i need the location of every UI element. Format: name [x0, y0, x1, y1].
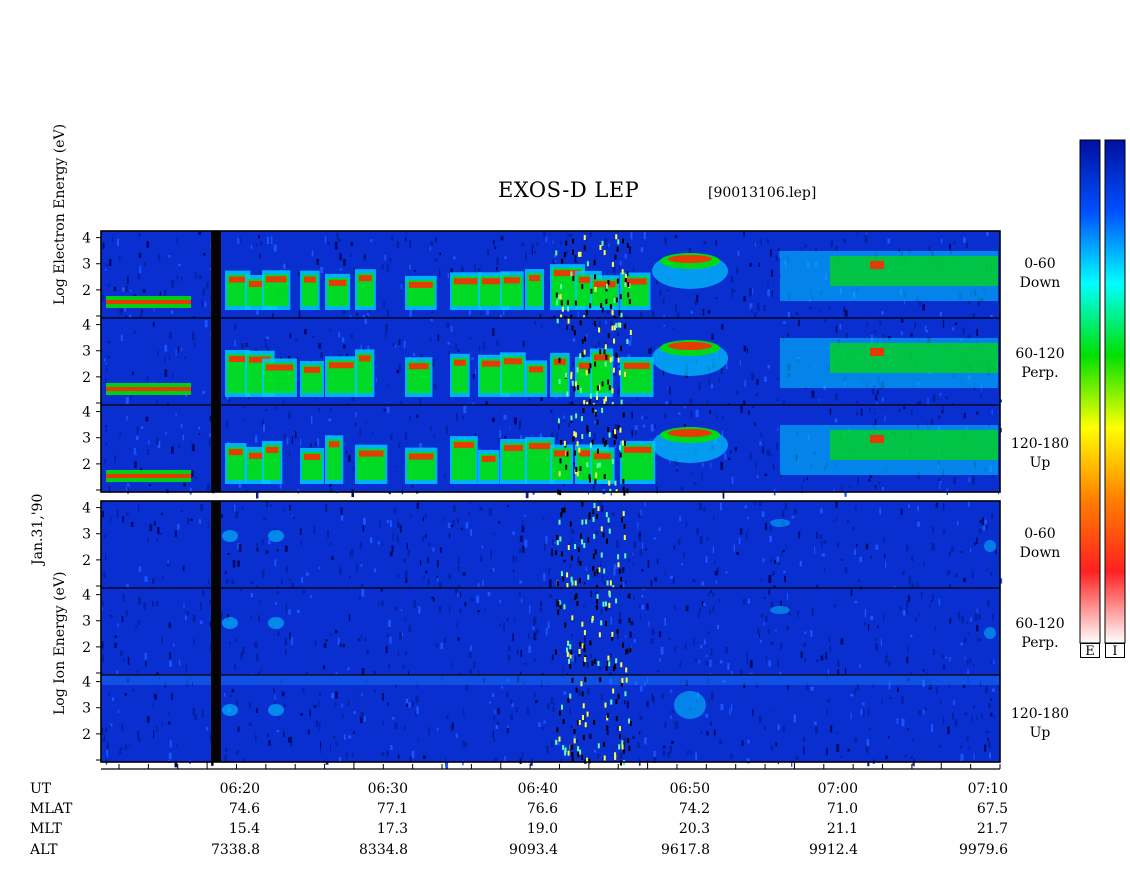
panel-range: 60-120: [1015, 346, 1065, 362]
panel-4: 2 3 4: [82, 587, 1001, 683]
y-tick-label: 4: [82, 231, 91, 247]
y-tick-label: 4: [82, 405, 91, 421]
page-title: EXOS-D LEP: [498, 178, 640, 202]
colorbar-ion: [1104, 139, 1126, 644]
panel-label-3: 0-60 Down: [1005, 525, 1075, 563]
orbit-mlat-value: 67.5: [976, 801, 1008, 817]
y-tick-label: 3: [82, 527, 91, 543]
orbit-mlt-value: 20.3: [678, 821, 710, 837]
panel-range: 120-180: [1010, 436, 1070, 452]
y-tick-label: 3: [82, 701, 91, 717]
panel-label-5: 120-180 Up: [1005, 705, 1075, 743]
orbit-alt-value: 7338.8: [211, 842, 260, 858]
panel-label-4: 60-120 Perp.: [1005, 615, 1075, 653]
panel-2: 2 3 4: [82, 404, 1002, 499]
panel-0: 2 3 4: [82, 230, 1001, 326]
orbit-alt-value: 9093.4: [509, 842, 558, 858]
panel-direction: Down: [1019, 275, 1061, 291]
orbit-mlat-value: 74.2: [678, 801, 710, 817]
y-tick-label: 2: [82, 553, 91, 569]
orbit-alt-value: 9617.8: [661, 842, 710, 858]
row-label-mlt: MLT: [30, 821, 62, 837]
orbit-mlat-value: 71.0: [826, 801, 858, 817]
y-tick-label: 3: [82, 344, 91, 360]
file-name: [90013106.lep]: [708, 185, 817, 201]
row-label-ut: UT: [30, 781, 52, 797]
panel-direction: Up: [1029, 725, 1051, 741]
orbit-ut-value: 06:40: [517, 781, 558, 797]
panel-direction: Down: [1019, 545, 1061, 561]
orbit-mlt-value: 15.4: [228, 821, 260, 837]
y-tick-label: 2: [82, 283, 91, 299]
orbit-ut-value: 06:20: [219, 781, 260, 797]
electron-energy-axis-label: Log Electron Energy (eV): [52, 123, 68, 305]
row-label-alt: ALT: [30, 842, 58, 858]
panel-label-1: 60-120 Perp.: [1005, 345, 1075, 383]
orbit-mlt-value: 21.1: [826, 821, 858, 837]
y-tick-label: 3: [82, 431, 91, 447]
y-tick-label: 3: [82, 257, 91, 273]
panel-direction: Perp.: [1021, 635, 1059, 651]
panel-range: 120-180: [1010, 706, 1070, 722]
orbit-mlat-value: 76.6: [526, 801, 558, 817]
panel-5: 2 3 4: [82, 674, 1001, 770]
y-tick-label: 4: [82, 675, 91, 691]
panel-direction: Perp.: [1021, 365, 1059, 381]
panel-label-2: 120-180 Up: [1005, 435, 1075, 473]
panel-3: 2 3 4: [82, 500, 1003, 596]
panel-range: 0-60: [1024, 256, 1056, 272]
y-tick-label: 2: [82, 727, 91, 743]
date-label: Jan.31,'90: [30, 493, 46, 565]
orbit-mlat-value: 77.1: [376, 801, 408, 817]
orbit-ut-value: 06:50: [669, 781, 710, 797]
y-tick-label: 4: [82, 501, 91, 517]
orbit-ut-value: 07:00: [817, 781, 858, 797]
colorbar-electron: [1079, 139, 1101, 644]
row-label-mlat: MLAT: [30, 801, 73, 817]
y-tick-label: 2: [82, 457, 91, 473]
orbit-mlat-value: 74.6: [228, 801, 260, 817]
panel-1: 2 3 4: [82, 317, 1002, 413]
panel-range: 60-120: [1015, 616, 1065, 632]
y-tick-label: 4: [82, 318, 91, 334]
orbit-ut-value: 06:30: [367, 781, 408, 797]
y-tick-label: 2: [82, 640, 91, 656]
panel-label-0: 0-60 Down: [1005, 255, 1075, 293]
orbit-alt-value: 9979.6: [959, 842, 1008, 858]
orbit-alt-value: 9912.4: [809, 842, 858, 858]
panel-direction: Up: [1029, 455, 1051, 471]
colorbar-electron-label: E: [1080, 643, 1100, 659]
orbit-alt-value: 8334.8: [359, 842, 408, 858]
orbit-mlt-value: 19.0: [526, 821, 558, 837]
orbit-mlt-value: 17.3: [376, 821, 408, 837]
orbit-mlt-value: 21.7: [976, 821, 1008, 837]
y-tick-label: 4: [82, 588, 91, 604]
orbit-ut-value: 07:10: [967, 781, 1008, 797]
y-tick-label: 2: [82, 370, 91, 386]
colorbar-ion-label: I: [1105, 643, 1125, 659]
ion-energy-axis-label: Log Ion Energy (eV): [52, 571, 68, 715]
y-tick-label: 3: [82, 614, 91, 630]
panel-range: 0-60: [1024, 526, 1056, 542]
